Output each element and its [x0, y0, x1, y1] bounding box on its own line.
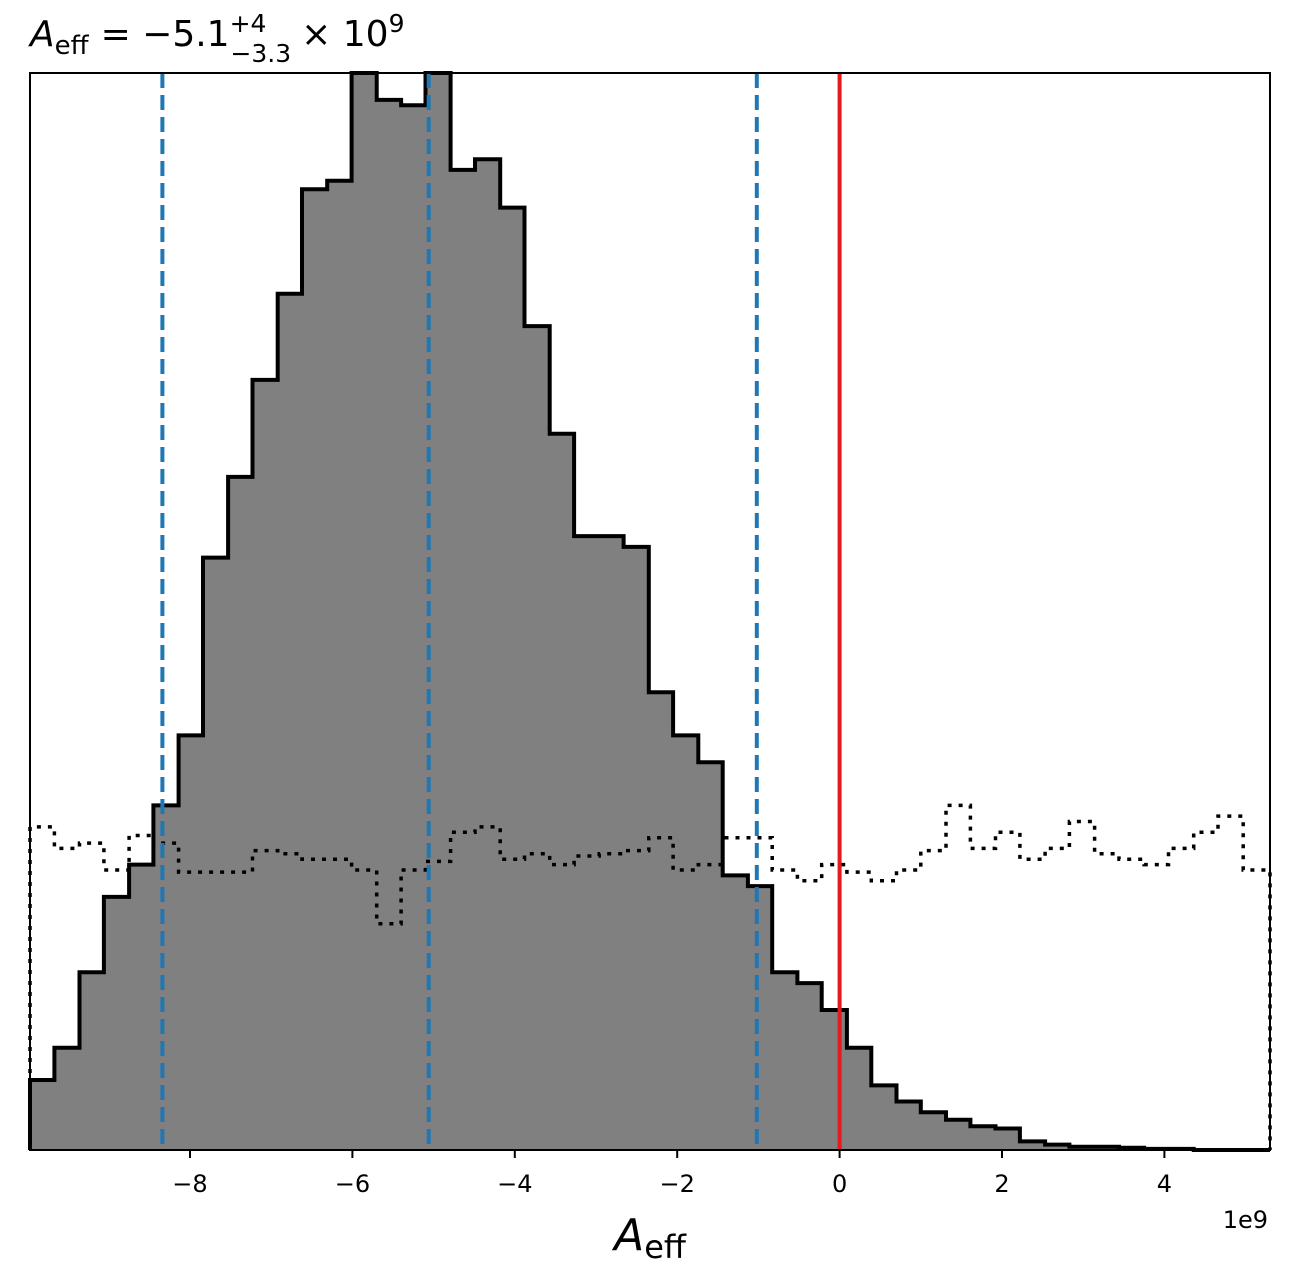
posterior-bar — [698, 762, 724, 1150]
x-offset-label: 1e9 — [1223, 1206, 1268, 1234]
posterior-bar — [277, 293, 303, 1150]
posterior-bar — [401, 105, 427, 1150]
x-tick-label: −2 — [660, 1170, 695, 1198]
posterior-bar — [302, 189, 328, 1150]
x-axis-label: Aeff — [611, 1210, 687, 1266]
posterior-bar — [821, 1009, 848, 1150]
posterior-bar — [648, 692, 674, 1150]
posterior-bar — [327, 180, 353, 1150]
posterior-bar — [54, 1047, 81, 1150]
title-sub: −3.3 — [230, 39, 291, 68]
posterior-bar — [524, 326, 551, 1151]
posterior-bar — [1019, 1141, 1046, 1150]
posterior-bar — [351, 73, 378, 1150]
xlabel-sub: eff — [644, 1228, 687, 1266]
posterior-bar — [623, 546, 650, 1150]
posterior-bar — [228, 476, 254, 1151]
title-value: = −5.1 — [101, 14, 230, 55]
posterior-bar — [871, 1085, 898, 1150]
posterior-bar — [475, 159, 501, 1150]
title-symbol: A — [28, 14, 55, 55]
posterior-histogram — [28, 71, 1270, 1152]
x-tick-label: 0 — [832, 1170, 847, 1198]
posterior-bar — [896, 1101, 922, 1150]
posterior-outline — [28, 71, 1270, 1152]
plot-frame — [29, 72, 1271, 1151]
posterior-bar — [797, 983, 823, 1150]
posterior-bar — [970, 1126, 997, 1150]
posterior-bar — [30, 1079, 55, 1150]
x-tick-label: 2 — [994, 1170, 1009, 1198]
x-tick-label: −8 — [172, 1170, 207, 1198]
title-symbol-sub: eff — [55, 31, 90, 61]
posterior-bar — [846, 1047, 872, 1150]
posterior-bar — [178, 735, 204, 1150]
posterior-bar — [747, 886, 773, 1150]
posterior-bar — [450, 169, 476, 1150]
posterior-bar — [252, 379, 279, 1150]
xlabel-symbol: A — [611, 1210, 644, 1261]
prior-histogram — [28, 803, 1272, 1150]
posterior-bar — [202, 557, 229, 1150]
title-sup: +4 — [230, 9, 267, 38]
posterior-bar — [599, 536, 625, 1150]
x-tick-label: 4 — [1157, 1170, 1172, 1198]
x-tick-label: −4 — [497, 1170, 532, 1198]
x-tick-label: −6 — [335, 1170, 370, 1198]
posterior-bar — [995, 1128, 1021, 1150]
posterior-bar — [1045, 1144, 1071, 1150]
title-times: × 10 — [301, 14, 388, 55]
posterior-bar — [376, 99, 402, 1150]
posterior-bar — [549, 433, 575, 1150]
posterior-bar — [153, 805, 180, 1150]
posterior-bar — [772, 972, 798, 1150]
posterior-bar — [673, 735, 699, 1150]
prior-outline — [28, 803, 1272, 1150]
vertical-lines — [160, 73, 842, 1150]
posterior-bar — [129, 864, 155, 1150]
posterior-bar — [945, 1119, 971, 1150]
posterior-bar — [103, 896, 130, 1150]
x-axis-ticks: −8 −6 −4 −2 0 2 4 — [172, 1150, 1172, 1198]
posterior-bar — [574, 536, 600, 1150]
chart-title: Aeff = −5.1+4 −3.3 × 109 — [28, 9, 405, 68]
posterior-bar — [500, 207, 526, 1151]
title-exp: 9 — [389, 9, 405, 38]
posterior-bar — [920, 1112, 947, 1150]
posterior-bar — [79, 972, 105, 1150]
posterior-bar — [722, 875, 749, 1150]
